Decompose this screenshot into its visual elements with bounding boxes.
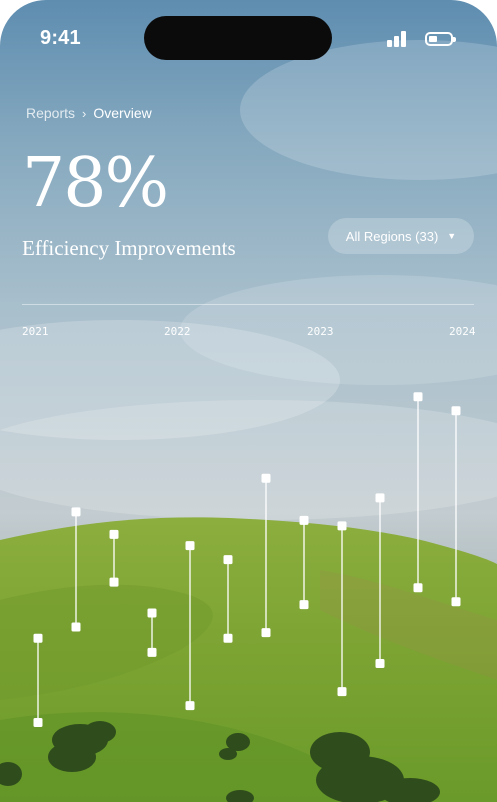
range-bar [337,521,347,697]
breadcrumb: Reports › Overview [26,105,152,121]
caret-down-icon: ▼ [447,231,457,241]
status-time: 9:41 [40,27,81,49]
range-high-point[interactable] [223,555,233,565]
region-filter-label: All Regions (33) [345,228,439,244]
range-bar [375,493,385,669]
battery-icon [425,32,456,46]
range-high-point[interactable] [71,507,81,517]
range-high-point[interactable] [299,515,309,525]
range-bar [109,529,119,587]
range-low-point[interactable] [337,687,347,697]
metric-label: Efficiency Improvements [22,236,236,260]
range-high-point[interactable] [261,473,271,483]
range-bar [147,608,157,657]
metric-value: 78% [22,144,169,223]
range-high-point[interactable] [185,541,195,551]
range-high-point[interactable] [375,493,385,503]
range-low-point[interactable] [451,597,461,607]
range-high-point[interactable] [337,521,347,531]
range-high-point[interactable] [109,529,119,539]
range-low-point[interactable] [261,628,271,638]
range-low-point[interactable] [223,633,233,643]
range-bar [299,515,309,610]
range-bar [33,633,43,728]
dynamic-island [144,16,332,60]
range-bar [261,473,271,638]
x-tick-label: 2024 [449,325,476,338]
range-bar [71,507,81,632]
range-low-point[interactable] [413,583,423,593]
region-filter-dropdown[interactable]: All Regions (33) ▼ [328,218,474,254]
range-high-point[interactable] [147,608,157,618]
range-low-point[interactable] [71,622,81,632]
range-low-point[interactable] [185,701,195,711]
range-bar [223,555,233,643]
range-low-point[interactable] [109,577,119,587]
range-high-point[interactable] [413,392,423,402]
breadcrumb-current: Overview [93,105,152,121]
range-bar [185,541,195,711]
range-high-point[interactable] [33,633,43,643]
breadcrumb-reports-link[interactable]: Reports [26,105,76,121]
x-tick-label: 2022 [164,325,191,338]
range-low-point[interactable] [299,600,309,610]
range-bar [451,406,461,607]
range-bar [413,392,423,593]
breadcrumb-chevron-icon: › [82,105,87,121]
range-low-point[interactable] [147,647,157,657]
range-low-point[interactable] [375,659,385,669]
range-high-point[interactable] [451,406,461,416]
chart-divider [22,304,474,305]
x-tick-label: 2023 [307,325,334,338]
x-tick-label: 2021 [22,325,49,338]
signal-icon [387,31,406,47]
range-low-point[interactable] [33,718,43,728]
